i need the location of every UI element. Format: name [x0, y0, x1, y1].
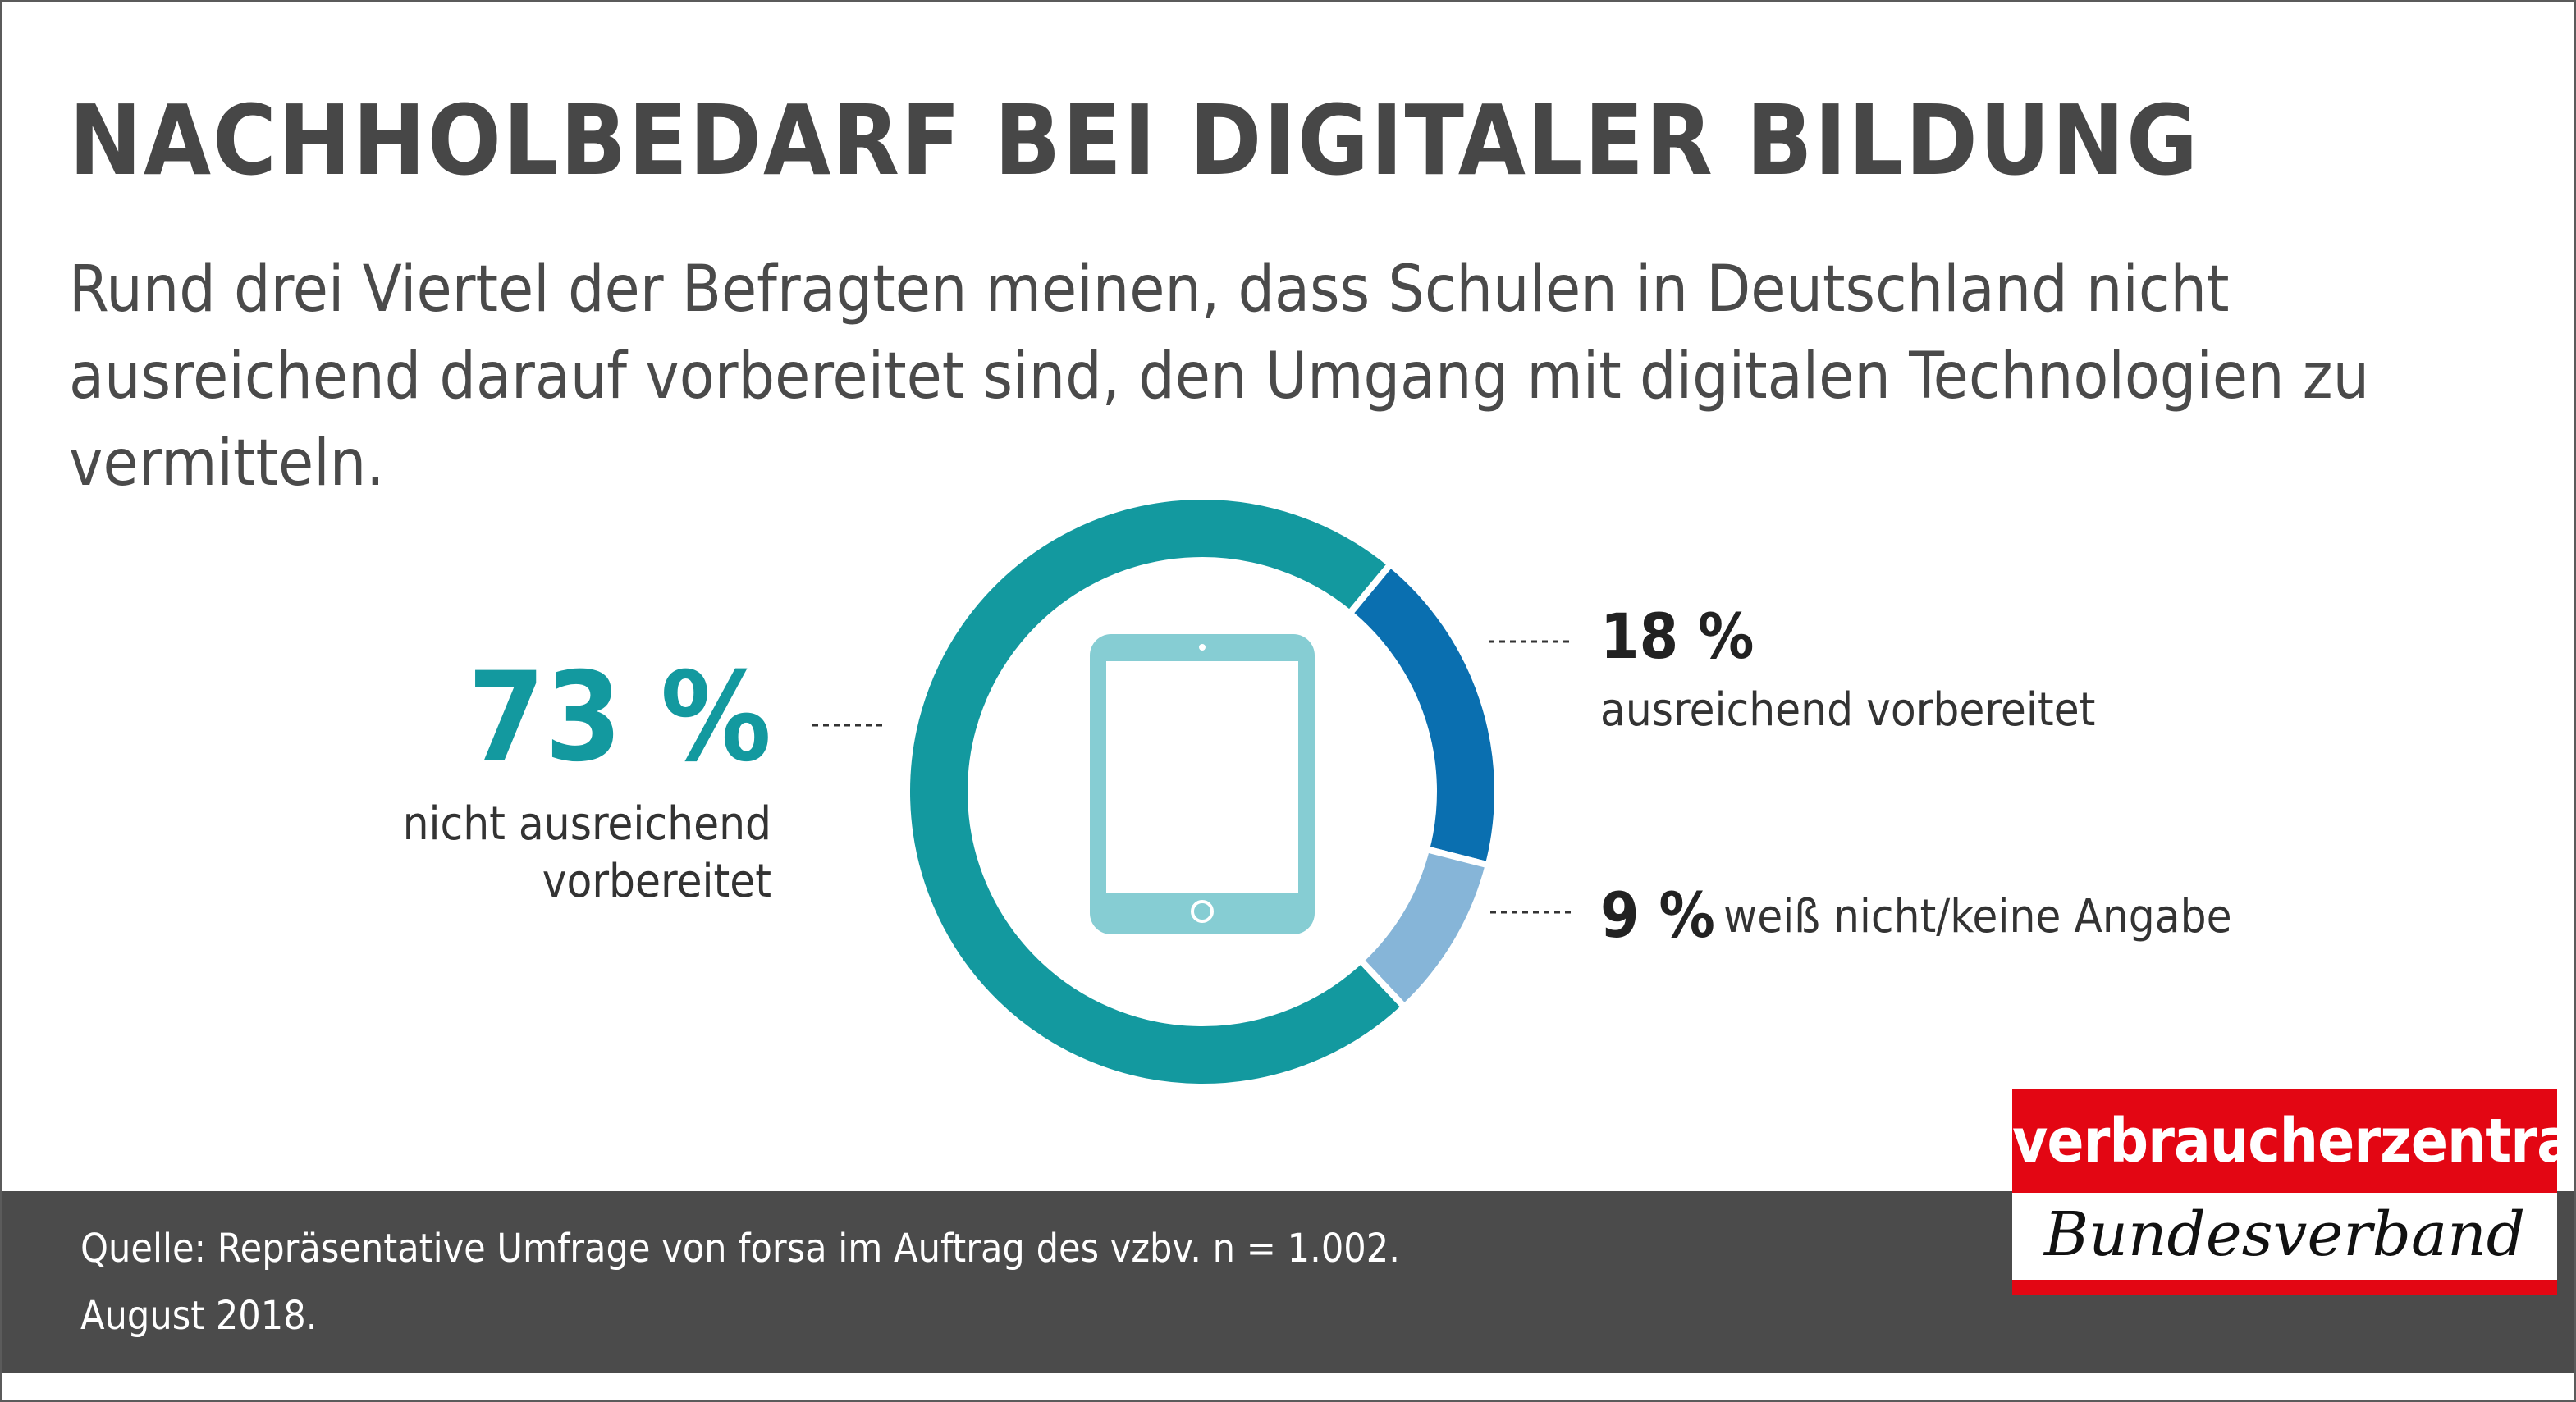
brand-logo: verbraucherzentrale Bundesverband — [2012, 1089, 2576, 1295]
donut-slice-18 — [1345, 559, 1501, 870]
tablet-icon — [1090, 634, 1315, 934]
pct-label-9: 9 % — [1600, 879, 1715, 952]
logo-sub-text: Bundesverband — [2043, 1199, 2526, 1270]
page-title: NACHHOLBEDARF BEI DIGITALER BILDUNG — [69, 84, 2200, 197]
subtitle: Rund drei Viertel der Befragten meinen, … — [69, 253, 2370, 500]
series-label-9: weiß nicht/keine Angabe — [1723, 890, 2232, 943]
donut-slice-9 — [1356, 845, 1493, 1012]
logo-red-band — [2012, 1089, 2557, 1193]
logo-brand-text: verbraucherzentrale — [2012, 1106, 2576, 1176]
source-line-2: August 2018. — [80, 1293, 318, 1339]
donut-slices — [904, 493, 1501, 1090]
pct-label-73: 73 % — [468, 646, 771, 789]
source-line-1: Quelle: Repräsentative Umfrage von forsa… — [80, 1226, 1400, 1272]
logo-red-underline — [2012, 1280, 2557, 1295]
donut-slice-73 — [904, 493, 1410, 1090]
pct-label-18: 18 % — [1600, 600, 1755, 673]
series-label-18: ausreichend vorbereitet — [1600, 683, 2096, 737]
series-label-73: nicht ausreichend vorbereitet — [402, 797, 771, 908]
